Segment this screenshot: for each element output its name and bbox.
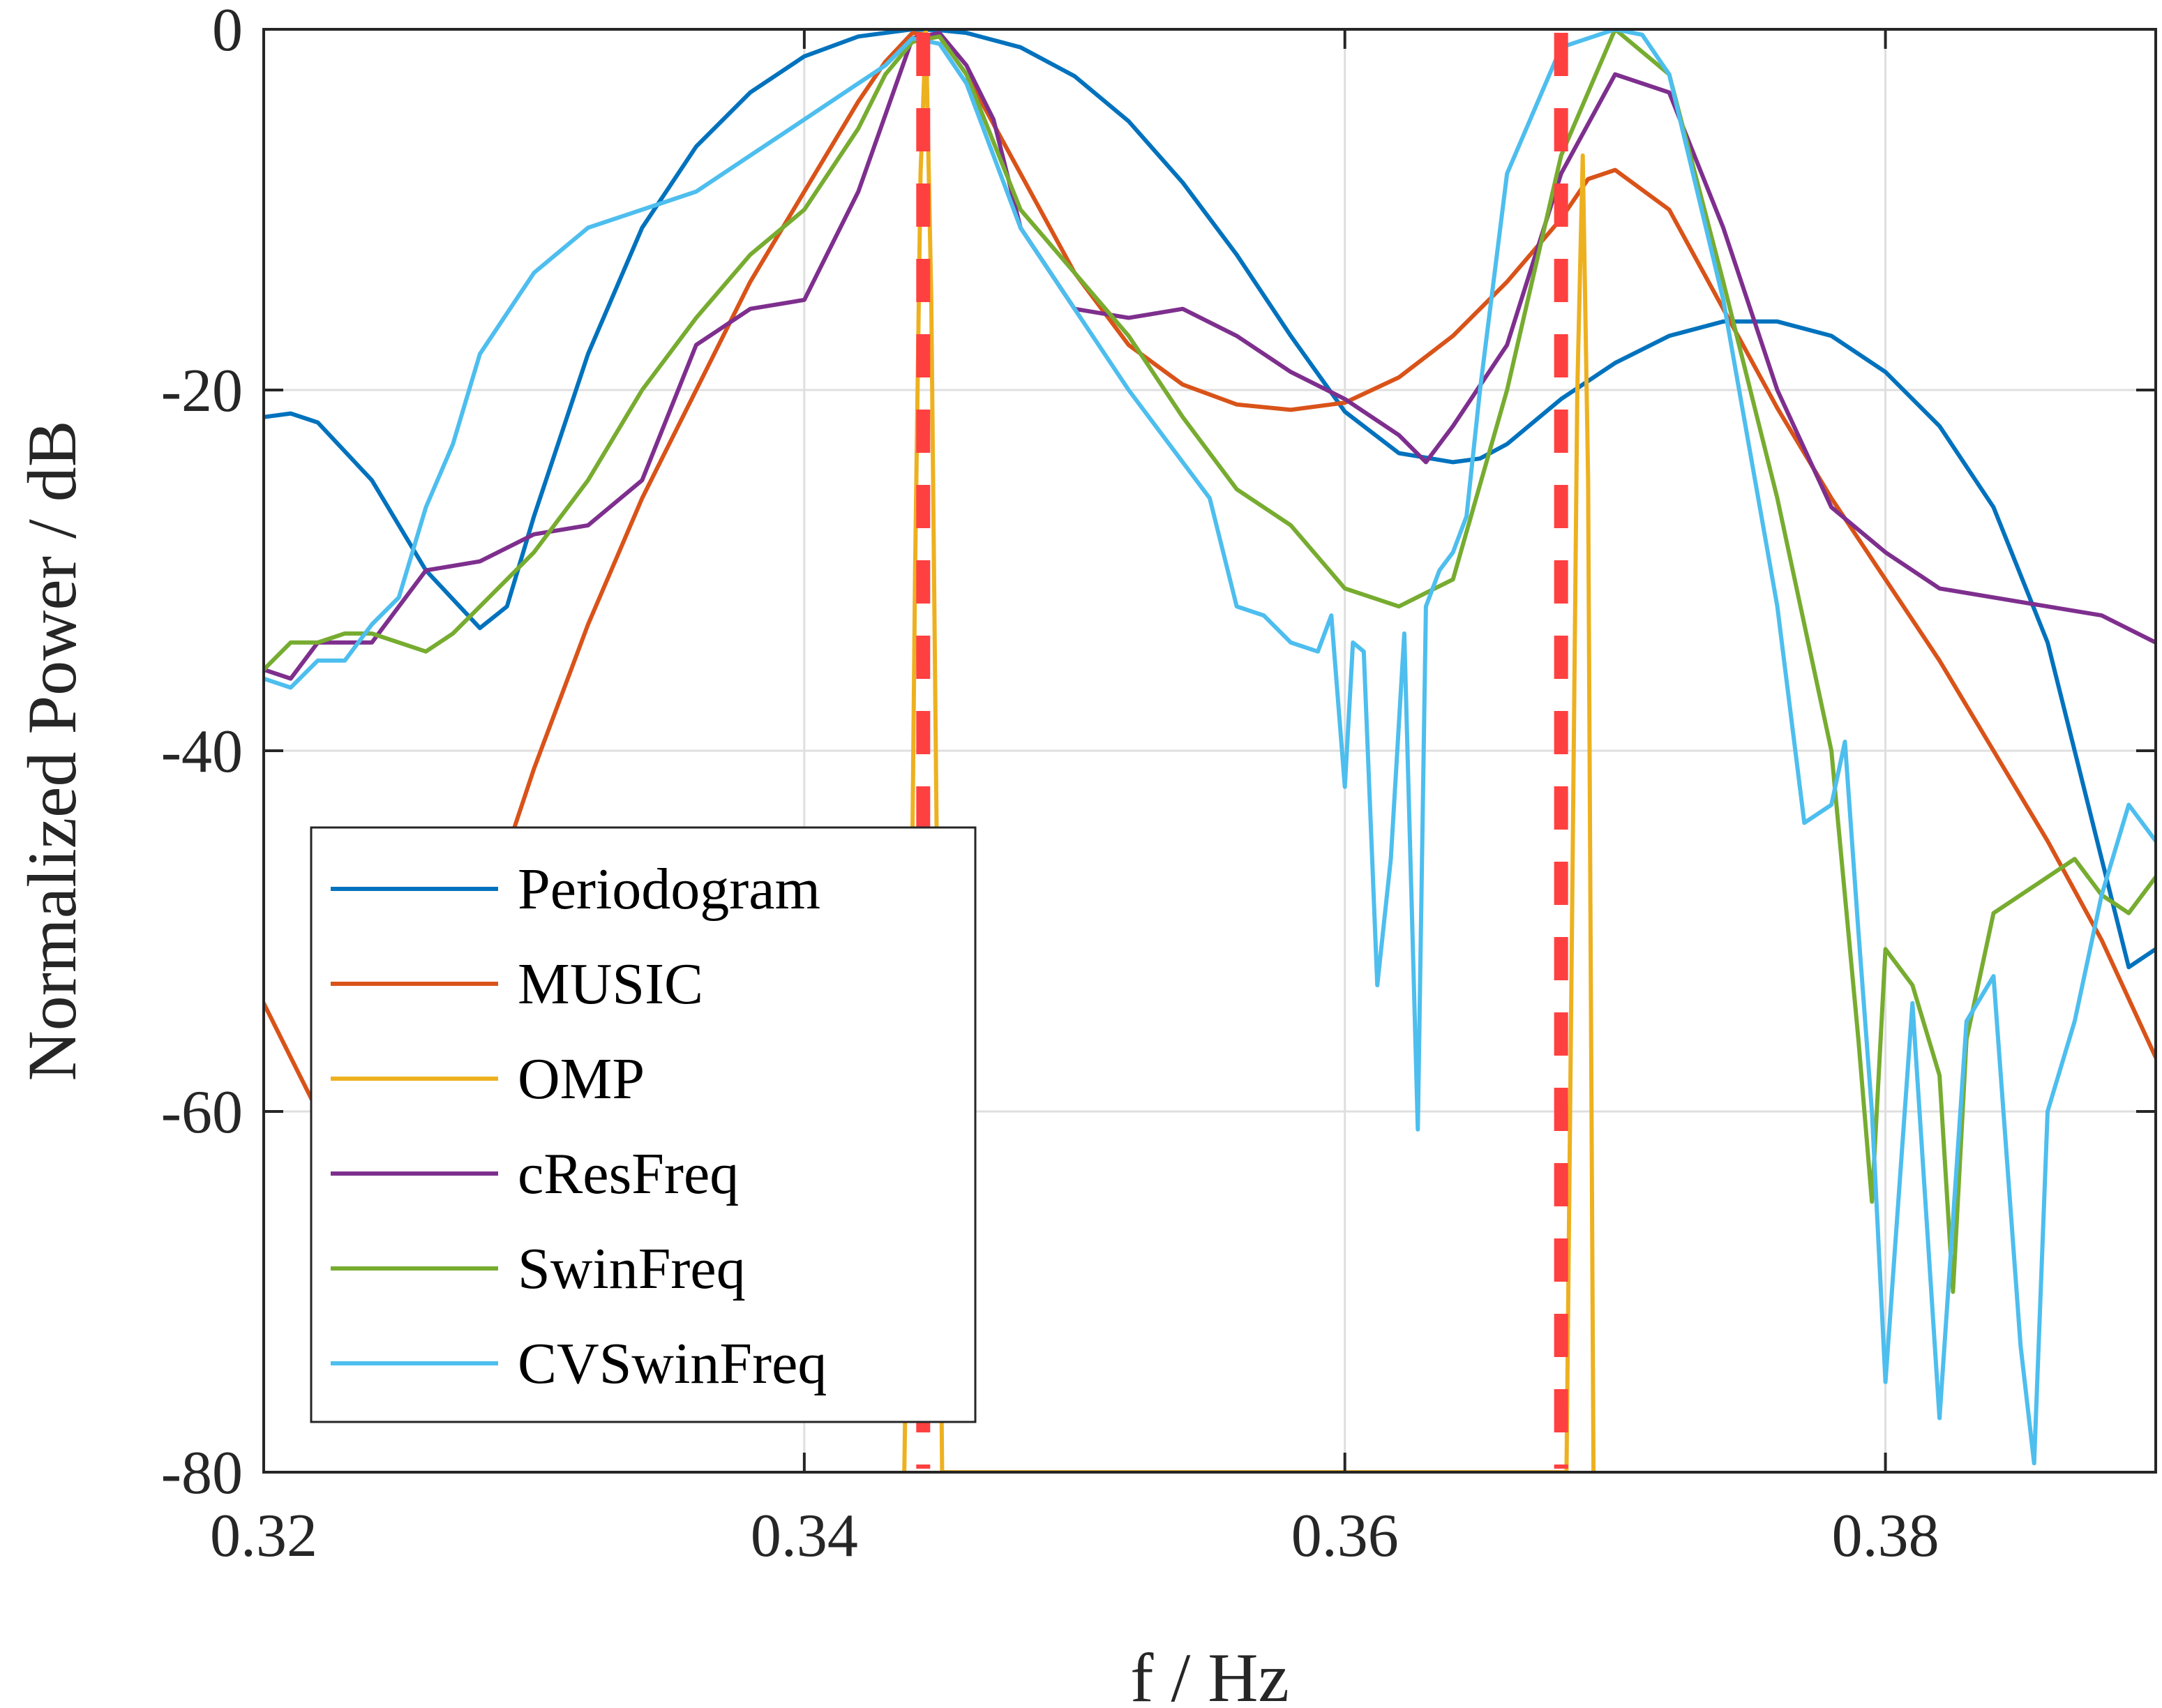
series-line-swinfreq: [264, 29, 2156, 1294]
y-tick-label: -20: [161, 357, 243, 425]
legend-item: SwinFreq: [331, 1236, 746, 1301]
legend-label: Periodogram: [518, 857, 820, 922]
series-lines: [264, 29, 2156, 1472]
true-frequency-markers: [916, 33, 1568, 1469]
x-tick-label: 0.36: [1291, 1502, 1399, 1570]
legend: Periodogram MUSIC OMP cResFreq SwinFreq CVSwi…: [310, 826, 977, 1423]
legend-item: MUSIC: [331, 952, 703, 1017]
legend-label: OMP: [518, 1047, 645, 1111]
legend-label: CVSwinFreq: [518, 1331, 827, 1396]
series-line-cresfreq: [264, 31, 2156, 681]
legend-label: cResFreq: [518, 1141, 739, 1206]
series-line-periodogram: [264, 29, 2156, 970]
x-tick-label: 0.34: [751, 1502, 858, 1570]
legend-item: OMP: [331, 1047, 645, 1111]
y-tick-label: 0: [212, 0, 243, 64]
legend-box: [310, 826, 977, 1423]
legend-item: cResFreq: [331, 1141, 739, 1206]
y-axis-label: Normalized Power / dB: [13, 420, 91, 1081]
legend-item: CVSwinFreq: [331, 1331, 827, 1396]
x-axis-label: f / Hz: [1130, 1639, 1289, 1708]
x-tick-label: 0.32: [210, 1502, 317, 1570]
y-tick-label: -80: [161, 1439, 243, 1507]
series-line-cvswinfreq: [264, 29, 2156, 1466]
y-tick-label: -60: [161, 1079, 243, 1146]
y-tick-label: -40: [161, 718, 243, 786]
x-tick-label: 0.38: [1832, 1502, 1939, 1570]
legend-label: SwinFreq: [518, 1236, 746, 1301]
legend-item: Periodogram: [331, 857, 820, 922]
legend-label: MUSIC: [518, 952, 703, 1017]
axis-ticks: 0.32 0.34 0.36 0.38 0 -20 -40 -60 -80: [161, 0, 2156, 1570]
